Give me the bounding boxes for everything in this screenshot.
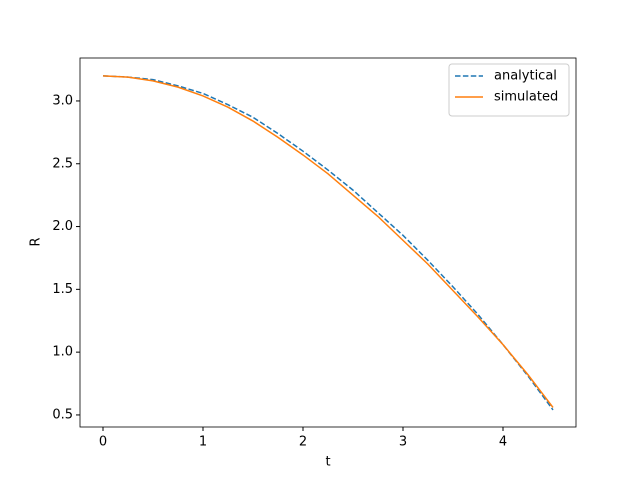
legend-label: analytical	[494, 69, 557, 84]
data-line	[102, 75, 554, 408]
data-line	[102, 75, 554, 411]
y-axis-label: R	[29, 237, 44, 246]
y-tick-label: 1.0	[52, 345, 73, 360]
x-tick-label: 2	[299, 435, 307, 450]
y-tick-label: 2.0	[52, 219, 73, 234]
plot-frame	[79, 57, 577, 428]
y-tick-label: 1.5	[52, 282, 73, 297]
y-tick-label: 2.5	[52, 156, 73, 171]
y-tick-label: 0.5	[52, 407, 73, 422]
x-tick-label: 0	[99, 435, 107, 450]
x-tick-label: 3	[399, 435, 407, 450]
x-tick-label: 1	[199, 435, 207, 450]
x-tick-label: 4	[499, 435, 507, 450]
legend-box	[448, 63, 570, 117]
x-axis-label: t	[325, 455, 330, 470]
y-tick-label: 3.0	[52, 93, 73, 108]
legend-label: simulated	[494, 90, 558, 105]
